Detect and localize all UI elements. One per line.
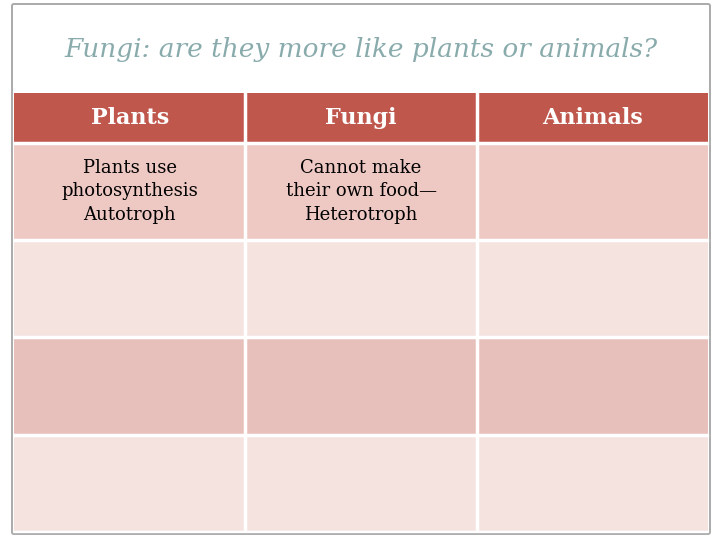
Bar: [477, 143, 708, 240]
Text: Plants use
photosynthesis
Autotroph: Plants use photosynthesis Autotroph: [61, 159, 198, 224]
Text: Cannot make
their own food—
Heterotroph: Cannot make their own food— Heterotroph: [286, 159, 436, 224]
Bar: [246, 240, 477, 338]
Bar: [14, 338, 246, 435]
Bar: [477, 435, 708, 532]
Text: Plants: Plants: [91, 107, 168, 129]
Bar: [477, 338, 708, 435]
Text: Fungi: Fungi: [325, 107, 397, 129]
Bar: [246, 338, 477, 435]
Bar: [14, 240, 246, 338]
Bar: [246, 143, 477, 240]
Bar: [14, 143, 246, 240]
Bar: [14, 435, 246, 532]
Bar: [14, 93, 246, 143]
Text: Animals: Animals: [542, 107, 643, 129]
Bar: [477, 240, 708, 338]
FancyBboxPatch shape: [12, 4, 710, 534]
Text: Fungi: are they more like plants or animals?: Fungi: are they more like plants or anim…: [64, 37, 657, 62]
Bar: [246, 93, 477, 143]
Bar: [477, 93, 708, 143]
Bar: [246, 435, 477, 532]
